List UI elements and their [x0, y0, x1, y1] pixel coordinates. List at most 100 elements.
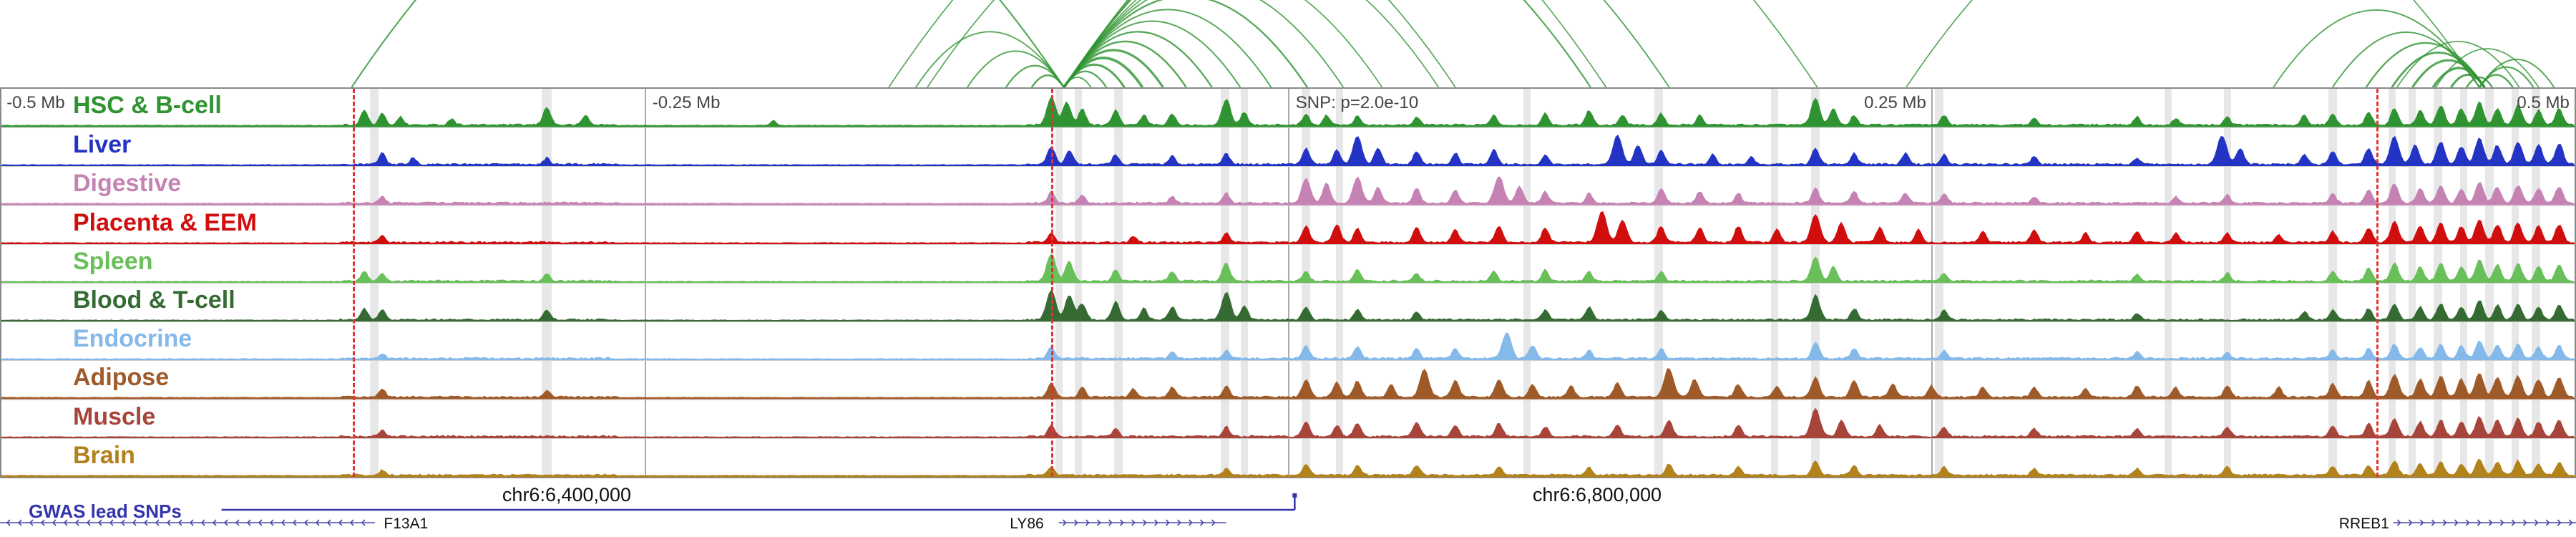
strand-arrow [2454, 519, 2459, 526]
track-label-muscle[interactable]: Muscle [73, 402, 156, 430]
track-signal-blood-t-cell[interactable] [1, 284, 2575, 322]
interaction-arc[interactable] [1063, 0, 1440, 87]
track-label-hsc-b-cell[interactable]: HSC & B-cell [73, 92, 222, 119]
track-label-brain[interactable]: Brain [73, 441, 135, 469]
track-row-endocrine[interactable]: Endocrine [1, 321, 2575, 361]
track-signal-endocrine[interactable] [1, 322, 2575, 361]
interaction-arc[interactable] [2396, 41, 2520, 87]
strand-arrow [17, 519, 22, 526]
strand-arrow [52, 519, 57, 526]
strand-arrow [2545, 519, 2550, 526]
axis-label-layer: -0.5 Mb -0.25 Mb SNP: p=2.0e-10 0.25 Mb 0.5 … [1, 89, 2575, 477]
interaction-arc[interactable] [2435, 48, 2540, 87]
track-row-spleen[interactable]: Spleen [1, 243, 2575, 284]
track-signal-hsc-b-cell[interactable] [1, 89, 2575, 127]
track-signal-spleen[interactable] [1, 245, 2575, 284]
strand-arrow [1211, 519, 1216, 526]
signal-area [1, 176, 2575, 205]
signal-baseline [1, 320, 2575, 322]
strand-arrow [143, 519, 148, 526]
track-label-endocrine[interactable]: Endocrine [73, 325, 192, 353]
gene-model-ly86[interactable]: LY86 [1010, 516, 1226, 532]
track-signal-brain[interactable] [1, 439, 2575, 478]
strand-arrow [223, 519, 228, 526]
gene-label-f13a1: F13A1 [384, 516, 428, 532]
interaction-arc[interactable] [2465, 76, 2494, 87]
track-row-brain[interactable]: Brain [1, 437, 2575, 478]
strand-arrow [1063, 519, 1067, 526]
signal-area [1, 368, 2575, 400]
track-signal-liver[interactable] [1, 128, 2575, 167]
strand-arrow [326, 519, 331, 526]
interaction-arc[interactable] [1030, 74, 1065, 87]
track-label-liver[interactable]: Liver [73, 131, 132, 159]
track-row-hsc-b-cell[interactable]: HSC & B-cell [1, 89, 2575, 127]
axis-label-3: 0.25 Mb [1864, 93, 1926, 112]
track-signal-placenta-eem[interactable] [1, 206, 2575, 245]
strand-arrow [2568, 519, 2573, 526]
strand-arrow [132, 519, 137, 526]
track-label-placenta-eem[interactable]: Placenta & EEM [73, 208, 257, 236]
strand-arrow [29, 519, 34, 526]
strand-arrow [1097, 519, 1101, 526]
strand-arrow [166, 519, 171, 526]
track-label-spleen[interactable]: Spleen [73, 247, 153, 275]
signal-baseline [1, 281, 2575, 284]
strand-arrow [1200, 519, 1204, 526]
gene-label-ly86: LY86 [1010, 516, 1044, 532]
signal-track-panel[interactable]: HSC & B-cell Liver Digestive Placenta & EEM… [0, 87, 2576, 478]
interaction-arc-track[interactable] [0, 0, 2576, 87]
interaction-arc[interactable] [966, 50, 1065, 87]
strand-arrow [2442, 519, 2447, 526]
snp-line-layer [1, 89, 2575, 477]
signal-area [1, 332, 2575, 361]
strand-arrow [2499, 519, 2504, 526]
interaction-arcs-svg[interactable] [0, 0, 2576, 87]
strand-arrow [349, 519, 354, 526]
strand-arrow [246, 519, 251, 526]
interaction-arc[interactable] [351, 0, 1065, 87]
strand-arrow [1154, 519, 1158, 526]
strand-arrow [235, 519, 240, 526]
track-rows: HSC & B-cell Liver Digestive Placenta & EEM… [1, 89, 2575, 478]
interaction-arc[interactable] [1063, 20, 1241, 87]
strand-arrow [2465, 519, 2470, 526]
strand-arrow [280, 519, 286, 526]
track-label-digestive[interactable]: Digestive [73, 170, 182, 198]
interaction-arc[interactable] [2479, 59, 2555, 87]
signal-area [1, 407, 2575, 439]
signal-area [1, 253, 2575, 284]
interaction-arc[interactable] [915, 31, 1065, 87]
track-row-blood-t-cell[interactable]: Blood & T-cell [1, 283, 2575, 322]
signal-baseline [1, 243, 2575, 245]
interaction-arc[interactable] [1063, 0, 1383, 87]
strand-arrow [361, 519, 366, 526]
track-row-digestive[interactable]: Digestive [1, 166, 2575, 205]
gene-track[interactable]: F13A1 LY86 RREB1 [0, 478, 2576, 537]
track-label-adipose[interactable]: Adipose [73, 364, 170, 392]
track-row-liver[interactable]: Liver [1, 127, 2575, 167]
gene-model-f13a1[interactable]: F13A1 [0, 516, 428, 532]
gwas-track-label[interactable]: GWAS lead SNPs [29, 500, 182, 522]
signal-baseline [1, 437, 2575, 439]
signal-baseline [1, 203, 2575, 205]
interaction-arc[interactable] [1906, 0, 2480, 87]
track-row-placenta-eem[interactable]: Placenta & EEM [1, 205, 2575, 245]
track-row-adipose[interactable]: Adipose [1, 360, 2575, 400]
track-signal-adipose[interactable] [1, 361, 2575, 400]
interaction-arc[interactable] [1063, 0, 1591, 87]
snp-dashed-line [352, 89, 355, 477]
track-row-muscle[interactable]: Muscle [1, 399, 2575, 439]
gwas-lead-snps-track[interactable] [221, 493, 1297, 511]
track-label-blood-t-cell[interactable]: Blood & T-cell [73, 286, 235, 314]
strand-arrow [177, 519, 182, 526]
track-signal-muscle[interactable] [1, 400, 2575, 439]
interaction-arc[interactable] [888, 0, 1607, 87]
interaction-arc[interactable] [2273, 9, 2480, 87]
axis-label-4: 0.5 Mb [2517, 93, 2570, 112]
gene-model-rreb1[interactable]: RREB1 [2339, 516, 2576, 532]
strand-arrow [2477, 519, 2482, 526]
track-signal-digestive[interactable] [1, 167, 2575, 205]
interaction-arc[interactable] [1063, 0, 1345, 87]
